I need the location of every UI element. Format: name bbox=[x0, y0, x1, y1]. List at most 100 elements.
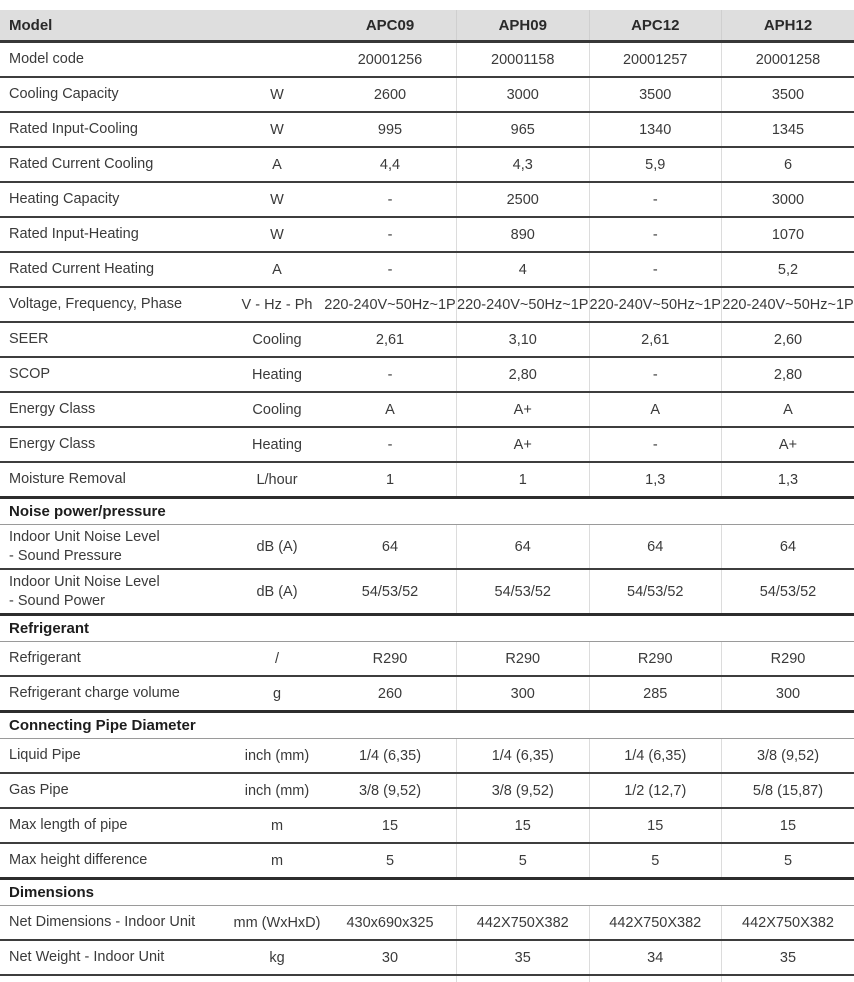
row-label: Moisture Removal bbox=[0, 462, 230, 499]
spec-table-head: Model APC09 APH09 APC12 APH12 bbox=[0, 10, 854, 43]
cell-value: 1/4 (6,35) bbox=[324, 738, 457, 775]
cell-value: 1/4 (6,35) bbox=[456, 738, 589, 775]
cell-value: 15 bbox=[721, 808, 854, 845]
cell-value: 5 bbox=[324, 843, 457, 880]
model-column-apc12: APC12 bbox=[588, 10, 722, 43]
cell-value: 64 bbox=[324, 524, 457, 571]
cell-value: 890 bbox=[456, 217, 589, 253]
row-label: Gas Pipe bbox=[0, 773, 230, 810]
model-column-aph09: APH09 bbox=[456, 10, 589, 43]
cell-value: 260 bbox=[324, 676, 457, 713]
cell-value: 15 bbox=[456, 808, 589, 845]
table-row: Rated Input-Cooling W 995 965 1340 1345 bbox=[0, 112, 854, 148]
cell-value: 300 bbox=[456, 676, 589, 713]
spec-sheet-page: Model APC09 APH09 APC12 APH12 Model code… bbox=[0, 10, 854, 982]
section-header-row: Refrigerant bbox=[0, 613, 854, 643]
table-row: Energy Class Cooling A A+ A A bbox=[0, 392, 854, 428]
row-label: Rated Input-Heating bbox=[0, 217, 230, 253]
row-label: Indoor Unit Noise Level - Sound Power bbox=[0, 569, 230, 616]
cell-value: 2,60 bbox=[721, 322, 854, 358]
cell-value: 2,80 bbox=[456, 357, 589, 393]
row-unit: dB (A) bbox=[230, 524, 324, 571]
model-column-aph12: APH12 bbox=[721, 10, 854, 43]
row-label: Max length of pipe bbox=[0, 808, 230, 845]
cell-value: 1/4 (6,35) bbox=[588, 738, 722, 775]
table-row: SCOP Heating -2,80-2,80 bbox=[0, 357, 854, 393]
table-row: Rated Input-Heating W -890-1070 bbox=[0, 217, 854, 253]
cell-value: 1/2 (12,7) bbox=[588, 773, 722, 810]
cell-value: - bbox=[324, 357, 457, 393]
table-row: Max length of pipe m 15 15 15 15 bbox=[0, 808, 854, 845]
table-row: Voltage, Frequency, Phase V - Hz - Ph 220-… bbox=[0, 287, 854, 323]
cell-value: 54/53/52 bbox=[721, 569, 854, 616]
cell-value: 3/8 (9,52) bbox=[324, 773, 457, 810]
cell-value: 54/53/52 bbox=[456, 569, 589, 616]
section-title: Refrigerant bbox=[0, 613, 854, 643]
row-unit: Cooling bbox=[230, 392, 324, 428]
row-unit: Cooling bbox=[230, 322, 324, 358]
table-row: Heating Capacity W -2500-3000 bbox=[0, 182, 854, 218]
table-row: Energy Class Heating - A+ - A+ bbox=[0, 427, 854, 463]
cell-value: 54/53/52 bbox=[324, 569, 457, 616]
table-row: Rated Current Cooling A 4,4 4,3 5,9 6 bbox=[0, 147, 854, 183]
cell-value: - bbox=[324, 217, 457, 253]
row-unit: / bbox=[230, 641, 324, 678]
cell-value: 20001258 bbox=[721, 41, 854, 78]
model-column-apc09: APC09 bbox=[324, 10, 457, 43]
cell-value: 442X750X382 bbox=[588, 905, 722, 942]
cell-value: 15 bbox=[324, 808, 457, 845]
row-unit: mm (WxHxD) bbox=[230, 905, 324, 942]
cell-value: A bbox=[588, 392, 722, 428]
row-label: Heating Capacity bbox=[0, 182, 230, 218]
cell-value: 20001158 bbox=[456, 41, 589, 78]
table-row: Rated Current Heating A -4-5,2 bbox=[0, 252, 854, 288]
model-header-label: Model bbox=[0, 10, 230, 43]
row-label: Max height difference bbox=[0, 843, 230, 880]
cell-value: 54/53/52 bbox=[588, 569, 722, 616]
cell-value: 5 bbox=[588, 843, 722, 880]
cell-value: R290 bbox=[721, 641, 854, 678]
cell-value: R290 bbox=[588, 641, 722, 678]
table-row: Max height difference m 5 5 5 5 bbox=[0, 843, 854, 880]
cell-value: 4,4 bbox=[324, 147, 457, 183]
cell-value: - bbox=[588, 217, 722, 253]
cell-value: 1340 bbox=[588, 112, 722, 148]
table-row: Gas Pipe inch (mm) 3/8 (9,52) 3/8 (9,52) 1/2… bbox=[0, 773, 854, 810]
row-label: SCOP bbox=[0, 357, 230, 393]
cell-value: 20001257 bbox=[588, 41, 722, 78]
row-label: Rated Input-Cooling bbox=[0, 112, 230, 148]
cell-value: 2,61 bbox=[588, 322, 722, 358]
cell-value: 3500 bbox=[588, 77, 722, 113]
table-row: Indoor Unit Noise Level - Sound Pressure… bbox=[0, 524, 854, 571]
cell-value: 1 bbox=[456, 462, 589, 499]
cell-value: 3000 bbox=[721, 182, 854, 218]
row-unit: L/hour bbox=[230, 462, 324, 499]
cell-value: A+ bbox=[456, 392, 589, 428]
cell-value: 5,2 bbox=[721, 252, 854, 288]
cell-value: 34 bbox=[588, 940, 722, 977]
cell-value: 2,80 bbox=[721, 357, 854, 393]
row-unit: Heating bbox=[230, 357, 324, 393]
cell-value: 442X750X382 bbox=[721, 905, 854, 942]
row-label: Refrigerant charge volume bbox=[0, 676, 230, 713]
cell-value: 35 bbox=[721, 940, 854, 977]
cell-value: 220-240V~50Hz~1P bbox=[324, 287, 457, 323]
cell-value: 6 bbox=[721, 147, 854, 183]
cell-value: 500X890X425 bbox=[456, 975, 589, 982]
row-label: Net Dimensions - Indoor Unit bbox=[0, 905, 230, 942]
row-unit: Heating bbox=[230, 427, 324, 463]
cell-value: 5/8 (15,87) bbox=[721, 773, 854, 810]
cell-value: 2,61 bbox=[324, 322, 457, 358]
row-label: Voltage, Frequency, Phase bbox=[0, 287, 230, 323]
cell-value: 15 bbox=[588, 808, 722, 845]
cell-value: A+ bbox=[456, 427, 589, 463]
cell-value: 4 bbox=[456, 252, 589, 288]
cell-value: 300 bbox=[721, 676, 854, 713]
cell-value: 5,9 bbox=[588, 147, 722, 183]
section-title: Noise power/pressure bbox=[0, 496, 854, 525]
cell-value: 3/8 (9,52) bbox=[456, 773, 589, 810]
table-row: Cooling Capacity W 2600 3000 3500 3500 bbox=[0, 77, 854, 113]
cell-value: 5 bbox=[456, 843, 589, 880]
cell-value: 20001256 bbox=[324, 41, 457, 78]
cell-value: 220-240V~50Hz~1P bbox=[588, 287, 722, 323]
